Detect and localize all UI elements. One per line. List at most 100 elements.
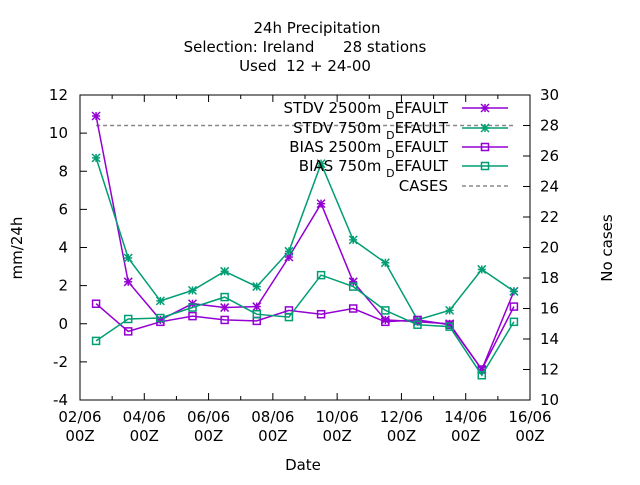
- legend-label: STDV 750m DEFAULT: [293, 119, 449, 142]
- legend-label: BIAS 2500m DEFAULT: [289, 138, 449, 161]
- x-tick-label: 00Z: [322, 427, 351, 445]
- series-2: [91, 299, 519, 374]
- point-marker: [509, 317, 519, 327]
- y-tick-label: 0: [58, 315, 68, 333]
- y-tick-label: -2: [53, 353, 68, 371]
- series-line: [95, 157, 515, 321]
- x-tick-label: 06/06: [187, 408, 230, 426]
- y-tick-label: -4: [53, 391, 68, 409]
- point-marker: [220, 303, 230, 313]
- y2-tick-label: 24: [540, 178, 559, 196]
- point-marker: [445, 305, 455, 315]
- point-marker: [284, 246, 294, 256]
- y-tick-label: 10: [49, 124, 68, 142]
- point-marker: [187, 285, 198, 295]
- legend-label: CASES: [399, 177, 448, 195]
- y-tick-label: 4: [58, 239, 68, 257]
- y-tick-label: 8: [58, 162, 68, 180]
- point-marker: [220, 315, 229, 325]
- series-lines: [91, 111, 519, 380]
- y2-tick-label: 10: [540, 391, 559, 409]
- y-tick-label: 2: [58, 277, 68, 295]
- point-marker: [123, 253, 133, 263]
- y-tick-label: 12: [49, 86, 68, 104]
- y2-tick-label: 14: [540, 330, 559, 348]
- point-marker: [123, 314, 133, 324]
- point-marker: [509, 302, 519, 311]
- point-marker: [316, 270, 326, 280]
- x-tick-label: 14/06: [444, 408, 487, 426]
- x-axis-label: Date: [285, 456, 321, 474]
- point-marker: [477, 370, 487, 380]
- point-marker: [220, 266, 230, 276]
- point-marker: [284, 312, 294, 322]
- x-tick-label: 00Z: [451, 427, 480, 445]
- y-tick-label: 6: [58, 200, 68, 218]
- point-marker: [156, 313, 165, 323]
- y2-tick-label: 18: [540, 269, 559, 287]
- y2-tick-label: 16: [540, 300, 559, 318]
- point-marker: [252, 282, 262, 292]
- point-marker: [413, 315, 422, 325]
- point-marker: [316, 199, 326, 209]
- point-marker: [91, 299, 101, 308]
- x-tick-label: 16/06: [508, 408, 551, 426]
- x-tick-label: 08/06: [251, 408, 294, 426]
- y-axis-label: mm/24h: [8, 217, 26, 280]
- y2-tick-label: 28: [540, 117, 559, 135]
- x-tick-label: 12/06: [380, 408, 423, 426]
- point-marker: [252, 302, 262, 312]
- point-marker: [155, 296, 165, 306]
- title-line-1: 24h Precipitation: [253, 19, 380, 37]
- y2-axis-label: No cases: [598, 214, 616, 282]
- point-marker: [348, 282, 358, 291]
- series-3: [91, 270, 519, 380]
- point-marker: [91, 153, 101, 163]
- y2-tick-label: 22: [540, 208, 559, 226]
- y2-tick-label: 30: [540, 86, 559, 104]
- point-marker: [91, 336, 101, 346]
- point-marker: [381, 317, 390, 327]
- series-1: [91, 153, 519, 325]
- y2-tick-label: 12: [540, 361, 559, 379]
- point-marker: [348, 277, 358, 287]
- legend-item: CASES: [399, 177, 508, 195]
- x-tick-label: 02/06: [58, 408, 101, 426]
- point-marker: [252, 309, 262, 319]
- point-marker: [91, 111, 101, 121]
- point-marker: [480, 161, 490, 171]
- point-marker: [188, 303, 197, 312]
- chart-title: 24h Precipitation Selection: Ireland 28 …: [184, 19, 427, 75]
- x-tick-label: 00Z: [515, 427, 544, 445]
- point-marker: [316, 159, 326, 169]
- legend-item: BIAS 750m DEFAULT: [299, 157, 508, 180]
- series-line: [95, 303, 515, 371]
- point-marker: [123, 277, 133, 287]
- point-marker: [509, 286, 519, 296]
- point-marker: [380, 315, 390, 325]
- point-marker: [348, 235, 358, 245]
- point-marker: [480, 103, 490, 113]
- title-line-2: Selection: Ireland 28 stations: [184, 38, 427, 56]
- point-marker: [220, 292, 229, 302]
- x-tick-label: 00Z: [194, 427, 223, 445]
- point-marker: [380, 258, 390, 268]
- point-marker: [477, 264, 487, 274]
- x-tick-label: 10/06: [316, 408, 359, 426]
- point-marker: [480, 123, 490, 133]
- x-tick-label: 00Z: [258, 427, 287, 445]
- y2-tick-label: 26: [540, 147, 559, 165]
- point-marker: [413, 320, 422, 329]
- title-line-3: Used 12 + 24-00: [239, 57, 371, 75]
- x-tick-label: 04/06: [123, 408, 166, 426]
- axes: -4-2024681012101214161820222426283002/06…: [49, 86, 559, 445]
- legend-item: STDV 2500m DEFAULT: [284, 99, 508, 122]
- point-marker: [348, 304, 358, 313]
- point-marker: [480, 142, 490, 152]
- point-marker: [381, 306, 390, 315]
- series-line: [95, 274, 515, 377]
- legend-label: BIAS 750m DEFAULT: [299, 157, 449, 180]
